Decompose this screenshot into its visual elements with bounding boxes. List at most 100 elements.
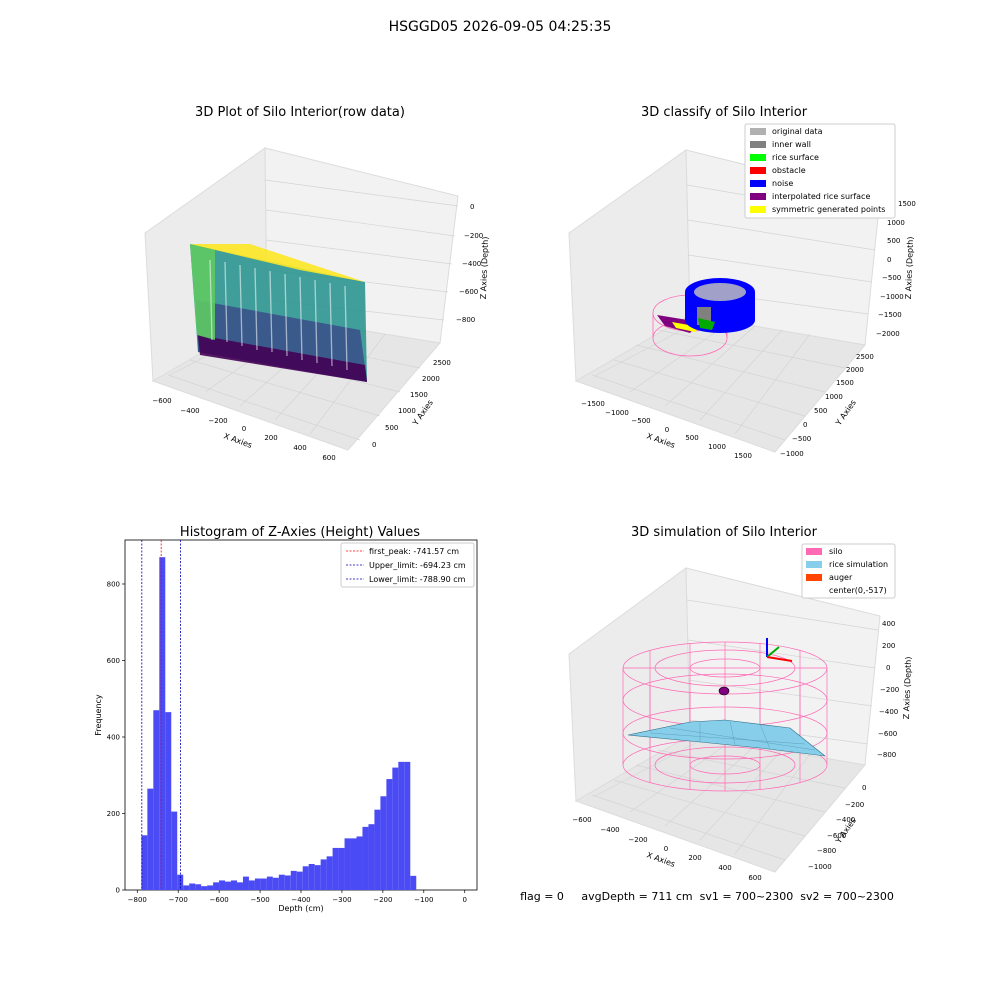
sim-z-tick: −200: [880, 686, 899, 694]
legend-silo-swatch: [806, 548, 822, 555]
hist-y-tick-label: 200: [107, 810, 120, 818]
hist-bar: [201, 886, 208, 890]
sim-y-tick: −800: [817, 847, 836, 855]
classify-z-tick: −1000: [880, 293, 904, 301]
hist-bar: [308, 863, 315, 890]
hist-bar: [236, 882, 243, 890]
raw-y-tick: 0: [372, 441, 376, 449]
hist-vlines: [141, 540, 181, 890]
legend-inner-wall-swatch: [750, 141, 766, 148]
legend-silo-label: silo: [829, 547, 843, 556]
raw-x-ticks: −600 −400 −200 0 200 400 600: [152, 397, 335, 462]
legend-rice-surface-label: rice surface: [772, 153, 819, 162]
hist-bar: [278, 874, 285, 890]
hist-y-tick-label: 400: [107, 733, 120, 741]
hist-bar: [398, 761, 405, 890]
sim-y-tick: −400: [836, 816, 855, 824]
hist-bar: [410, 875, 417, 890]
hist-bar: [386, 779, 393, 890]
classify-x-tick: −1000: [605, 409, 629, 417]
hist-bar: [404, 761, 411, 890]
status-footer: flag = 0 avgDepth = 711 cm sv1 = 700~230…: [520, 890, 894, 903]
hist-bar: [314, 865, 321, 890]
hist-bar: [213, 882, 220, 890]
hist-bar: [141, 835, 148, 890]
hist-x-tick-label: −700: [169, 896, 188, 904]
raw-y-tick: 2000: [422, 375, 440, 383]
legend-original-swatch: [750, 128, 766, 135]
raw-y-tick: 1500: [410, 391, 428, 399]
hist-bar: [165, 712, 172, 890]
hist-bar: [183, 885, 190, 890]
raw-y-tick: 500: [385, 424, 398, 432]
figure-title: HSGGD05 2026-09-05 04:25:35: [389, 19, 612, 35]
sim-z-tick: 400: [882, 620, 895, 628]
sim-x-tick: −400: [600, 826, 619, 834]
raw-x-tick: −200: [208, 417, 227, 425]
classify-z-tick: 1500: [898, 200, 916, 208]
legend-upper-limit-label: Upper_limit: -694.23 cm: [369, 561, 466, 570]
raw-x-tick: −600: [152, 397, 171, 405]
classify-point-cloud: [652, 278, 755, 357]
raw-z-tick: −800: [456, 316, 475, 324]
hist-x-tick-label: −600: [210, 896, 229, 904]
hist-bar: [350, 838, 357, 890]
legend-symmetric-swatch: [750, 206, 766, 213]
classify-z-label: Z Axies (Depth): [904, 236, 915, 299]
sim-x-tick: 200: [688, 854, 701, 862]
sim-axes-triad: [766, 638, 793, 662]
legend-lower-limit-label: Lower_limit: -788.90 cm: [369, 575, 466, 584]
sim-z-ticks: 400 200 0 −200 −400 −600 −800: [877, 620, 899, 759]
legend-interpolated-label: interpolated rice surface: [772, 192, 870, 201]
sim-y-ticks: −1000 −800 −600 −400 −200 0: [808, 784, 866, 871]
hist-bar: [225, 881, 232, 890]
hist-bar: [219, 880, 226, 890]
hist-bar: [177, 874, 184, 890]
classify-x-tick: 0: [665, 426, 669, 434]
classify-z-tick: −500: [882, 274, 901, 282]
hist-y-ticks: 0 200 400 600 800: [107, 580, 125, 895]
hist-bar: [189, 883, 196, 890]
raw-y-tick: 2500: [433, 359, 451, 367]
hist-x-tick-label: 0: [462, 896, 466, 904]
legend-first-peak-label: first_peak: -741.57 cm: [369, 547, 459, 556]
hist-bar: [248, 880, 255, 890]
sim-z-tick: −800: [877, 751, 896, 759]
hist-bar: [207, 885, 214, 890]
classify-floor-pane: [574, 314, 866, 453]
hist-bar: [326, 856, 333, 890]
raw-z-tick: 0: [470, 203, 474, 211]
hist-x-tick-label: −500: [250, 896, 269, 904]
sim-rice-mesh: [649, 720, 816, 751]
classify-x-tick: −500: [631, 417, 650, 425]
sim-auger: [718, 686, 730, 696]
hist-x-ticks: −800 −700 −600 −500 −400 −300 −200 −100 0: [128, 890, 467, 904]
sim-x-tick: 600: [748, 874, 761, 882]
hist-bar: [266, 876, 273, 890]
hist-bar: [344, 838, 351, 890]
classify-y-tick: 1000: [825, 393, 843, 401]
classify-x-tick: 500: [685, 434, 698, 442]
raw-chart-title: 3D Plot of Silo Interior(row data): [195, 105, 405, 120]
raw-y-tick: 1000: [398, 407, 416, 415]
sim-y-tick: −1000: [808, 863, 832, 871]
sim-x-label: X Axies: [645, 850, 676, 869]
hist-bar: [356, 836, 363, 890]
panel-raw-3d: 3D Plot of Silo Interior(row data): [144, 105, 490, 462]
raw-z-tick: −600: [459, 288, 478, 296]
panel-simulation-3d: 3D simulation of Silo Interior: [568, 525, 913, 882]
classify-y-tick: 1500: [836, 379, 854, 387]
classify-legend: original data inner wall rice surface ob…: [744, 123, 896, 219]
hist-bar: [362, 826, 369, 890]
hist-bar: [368, 824, 375, 890]
hist-bar: [302, 866, 309, 890]
sim-legend: silo rice simulation auger center(0,-517…: [801, 543, 896, 599]
hist-y-tick-label: 0: [116, 887, 120, 895]
legend-symmetric-label: symmetric generated points: [772, 205, 885, 214]
hist-bar: [242, 876, 249, 890]
hist-bar: [147, 788, 154, 890]
classify-x-tick: 1500: [734, 452, 752, 460]
classify-original-inside: [694, 283, 746, 301]
classify-z-ticks: 1500 1000 500 0 −500 −1000 −1500 −2000: [876, 200, 916, 338]
raw-x-tick: −400: [180, 407, 199, 415]
